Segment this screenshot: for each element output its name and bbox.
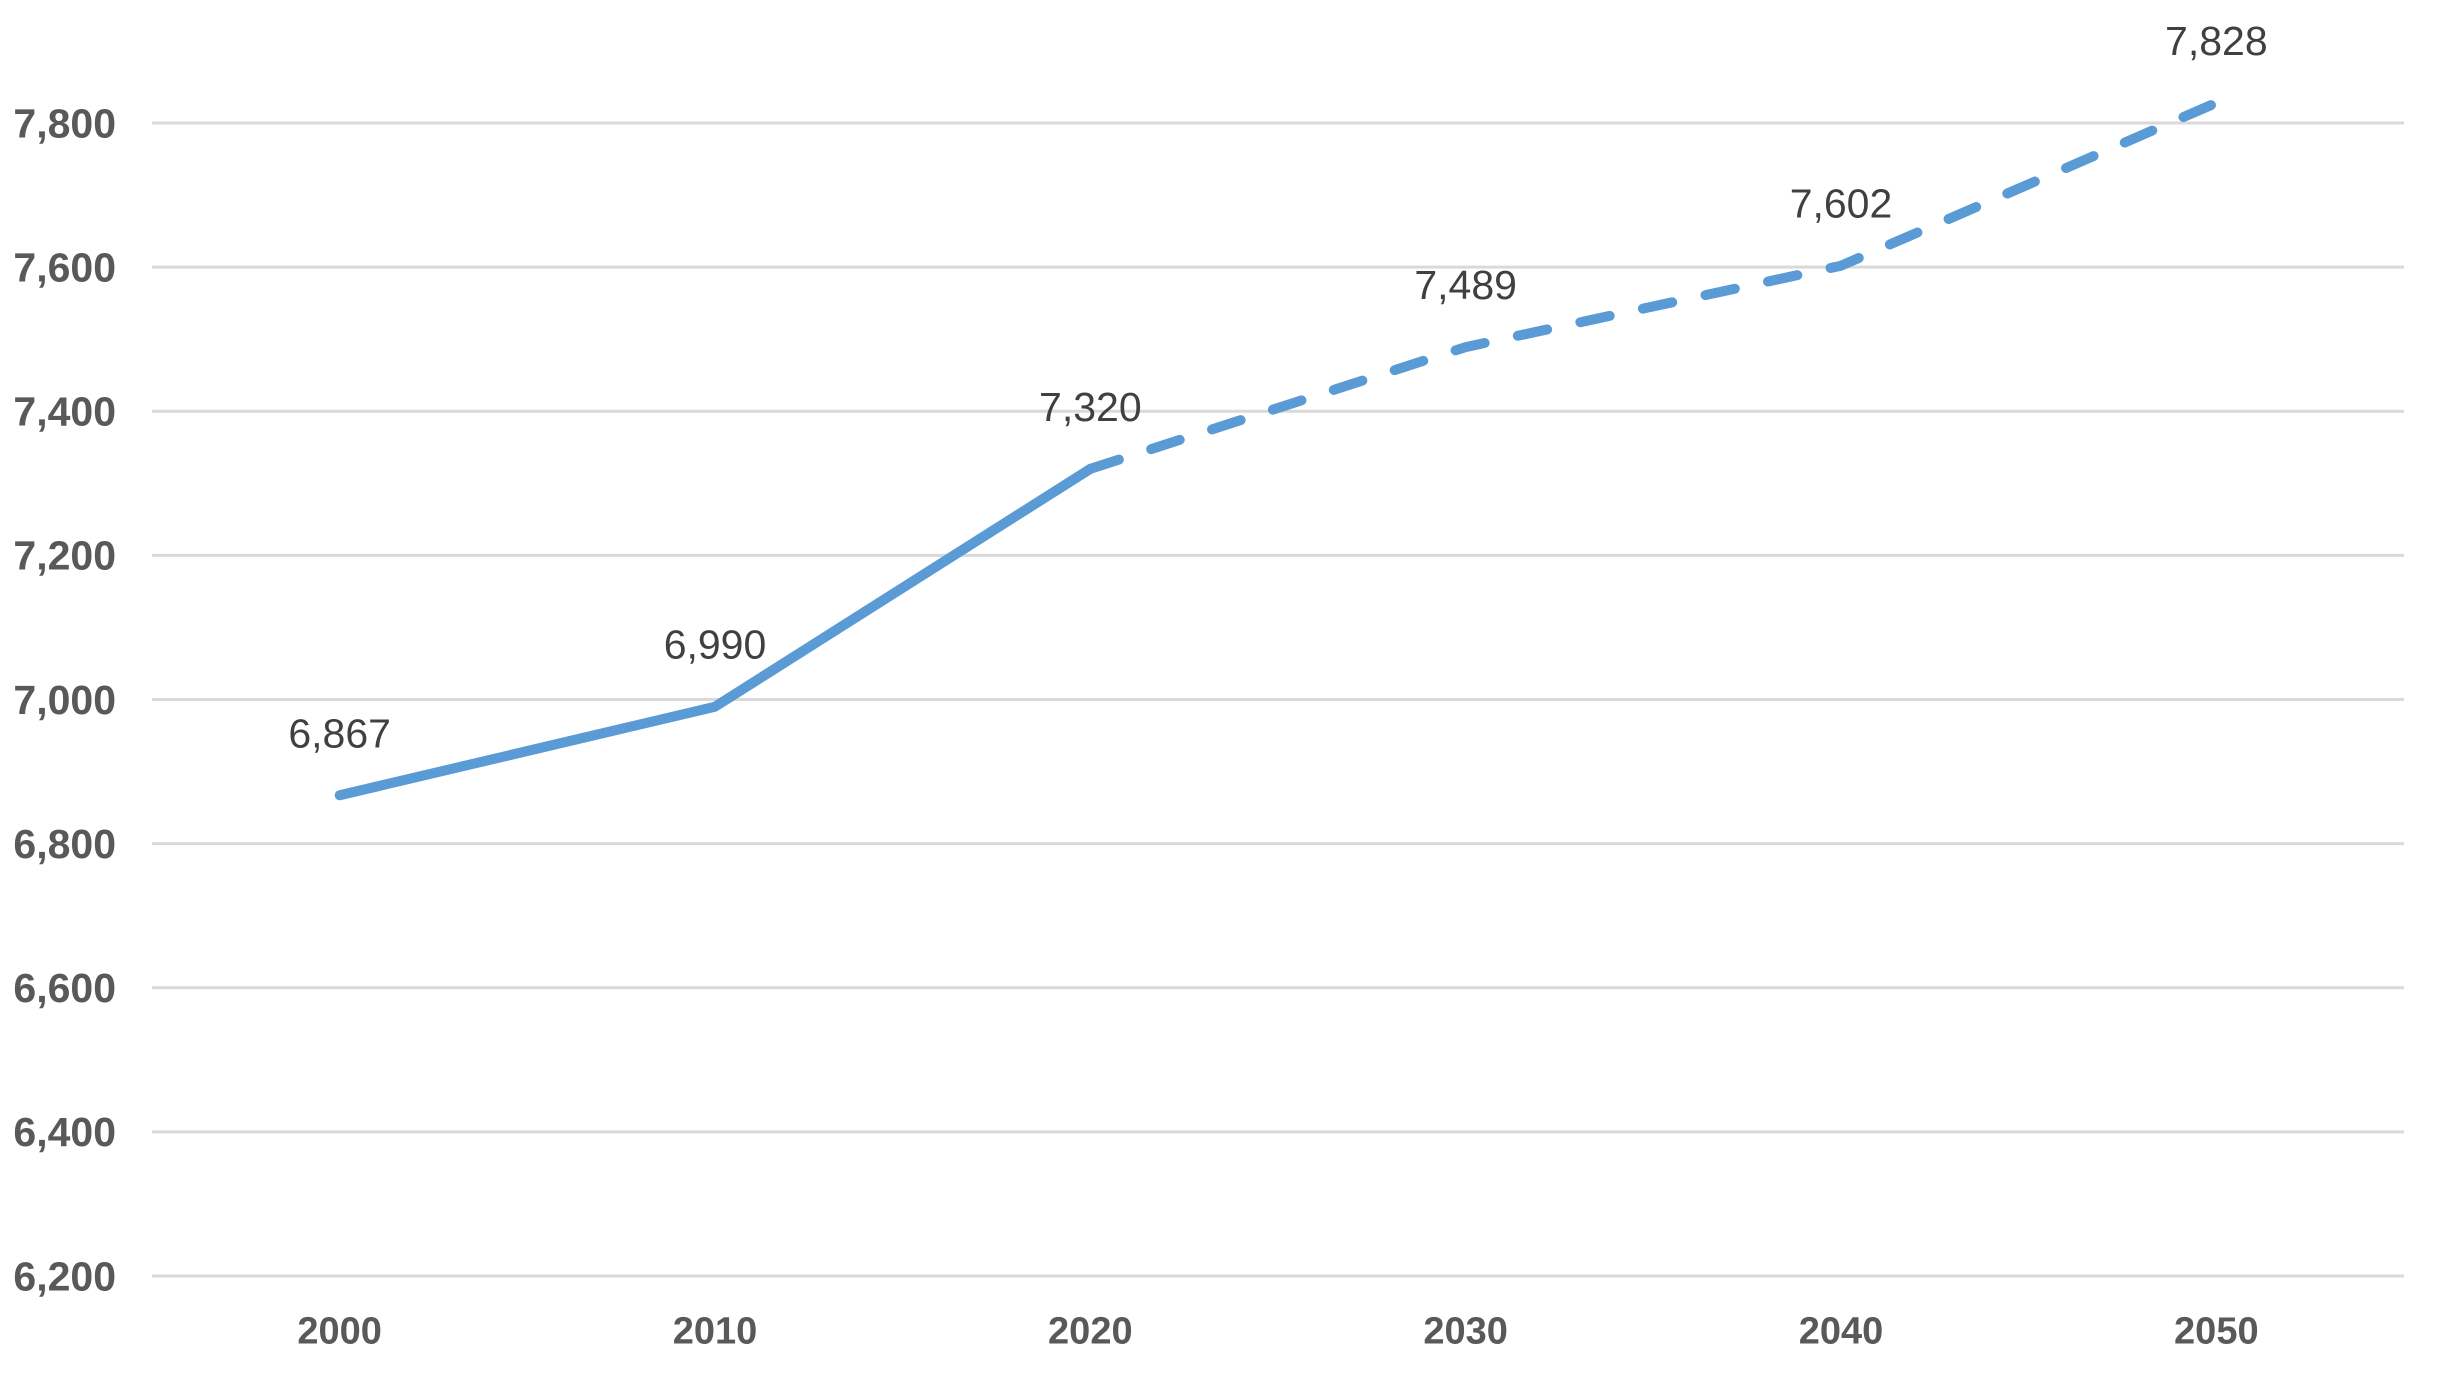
data-label: 6,990 [664, 622, 767, 668]
x-axis-tick-label: 2030 [1423, 1310, 1508, 1352]
y-axis-tick-label: 7,800 [13, 100, 116, 146]
data-label: 7,828 [2165, 18, 2268, 64]
x-axis-tick-label: 2050 [2174, 1310, 2259, 1352]
x-axis-tick-label: 2000 [297, 1310, 382, 1352]
x-axis-tick-label: 2010 [673, 1310, 758, 1352]
y-axis-tick-label: 6,800 [13, 821, 116, 867]
x-axis-tick-label: 2020 [1048, 1310, 1133, 1352]
y-axis-tick-label: 6,600 [13, 965, 116, 1011]
data-label: 7,320 [1039, 384, 1142, 430]
data-label: 7,489 [1414, 262, 1517, 308]
y-axis-tick-label: 7,600 [13, 244, 116, 290]
y-axis-tick-label: 7,400 [13, 389, 116, 435]
series-line-projected-dashed [1085, 97, 2222, 474]
data-label: 7,602 [1790, 181, 1893, 227]
y-axis-tick-label: 6,400 [13, 1109, 116, 1155]
y-axis-tick-label: 7,200 [13, 533, 116, 579]
x-axis-tick-label: 2040 [1799, 1310, 1884, 1352]
y-axis-tick-label: 7,000 [13, 677, 116, 723]
y-axis-tick-label: 6,200 [13, 1253, 116, 1299]
series-line-solid [334, 463, 1096, 801]
data-label: 6,867 [288, 710, 391, 756]
